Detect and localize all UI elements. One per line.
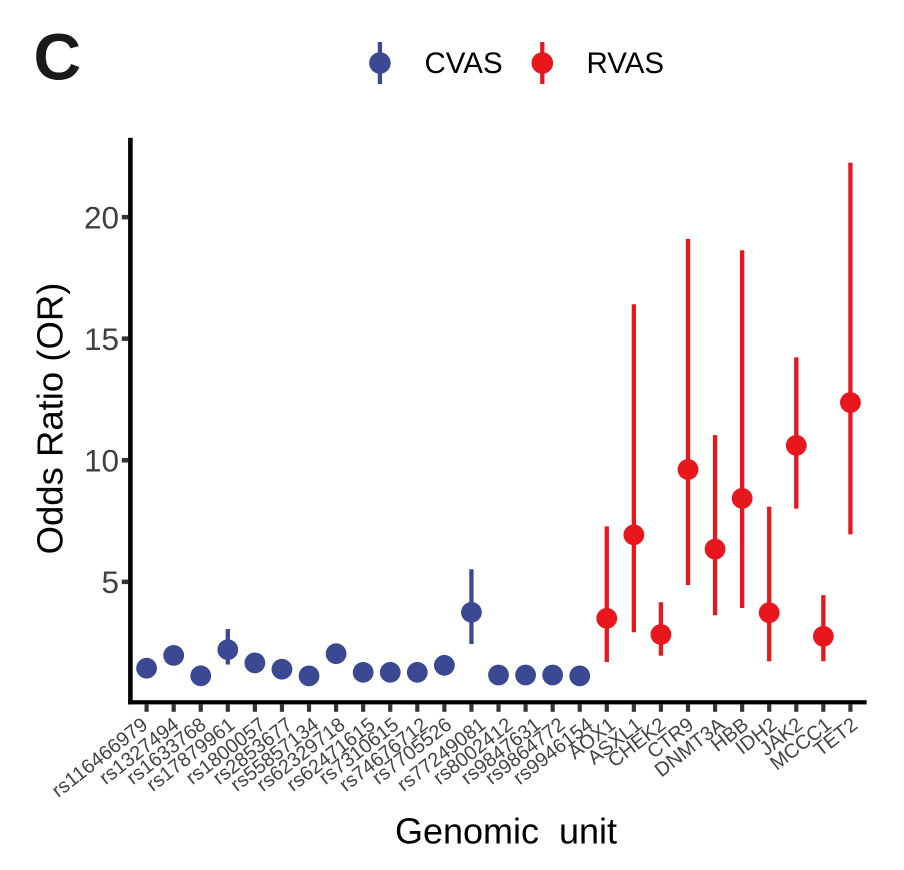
svg-text:15: 15 [84, 321, 119, 357]
svg-text:Genomic unit: Genomic unit [395, 811, 617, 852]
svg-text:RVAS: RVAS [587, 47, 665, 80]
svg-text:Odds Ratio (OR): Odds Ratio (OR) [29, 283, 70, 555]
svg-text:C: C [34, 19, 82, 93]
svg-text:10: 10 [84, 443, 119, 479]
svg-text:CVAS: CVAS [425, 47, 503, 80]
svg-text:5: 5 [101, 564, 119, 600]
svg-text:20: 20 [84, 199, 119, 235]
